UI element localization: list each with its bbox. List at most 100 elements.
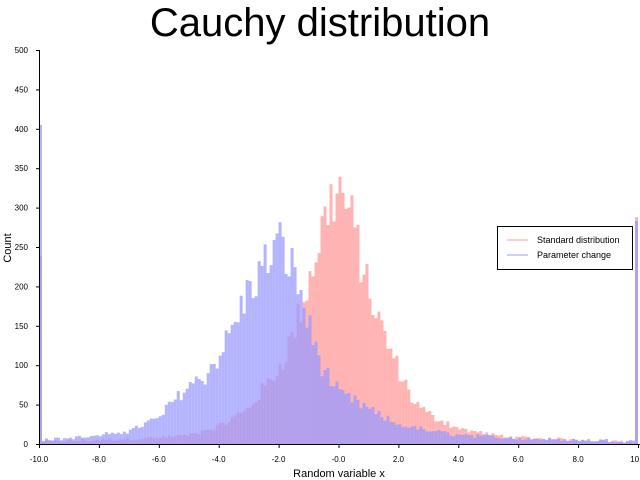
histogram-bar — [626, 440, 630, 444]
histogram-bar — [191, 383, 195, 444]
histogram-bar — [257, 261, 261, 444]
histogram-bar — [284, 274, 288, 444]
histogram-bar — [95, 435, 99, 444]
histogram-bar — [362, 274, 366, 444]
histogram-bar — [563, 439, 567, 444]
histogram-bar — [350, 195, 354, 444]
histogram-bar — [311, 345, 315, 444]
histogram-bar — [320, 376, 324, 444]
histogram-bar — [590, 441, 594, 444]
series-parameter-change — [39, 124, 638, 445]
histogram-bar — [545, 439, 549, 444]
histogram-bar — [185, 388, 189, 444]
histogram-bar — [344, 208, 348, 444]
histogram-bar — [380, 417, 384, 444]
histogram-bar — [371, 406, 375, 444]
histogram-bar — [554, 439, 558, 444]
histogram-bar — [335, 193, 339, 444]
histogram-bar — [248, 281, 252, 444]
histogram-bar — [617, 441, 621, 444]
histogram-bar — [59, 440, 63, 444]
histogram-bar — [125, 433, 129, 444]
histogram-bar — [458, 434, 462, 444]
histogram-bar — [383, 330, 387, 444]
histogram-bar — [44, 438, 48, 444]
histogram-bar — [146, 420, 150, 444]
x-ticks: -10.0 -8.0 -6.0 -4.0 -2.0 -0.0 2.0 4.0 6.0 8.0 10.… — [30, 444, 640, 464]
histogram-bar — [539, 440, 543, 444]
histogram-bar — [362, 402, 366, 444]
histogram-bar — [452, 426, 456, 444]
histogram-bar — [323, 206, 327, 444]
histogram-bar — [65, 438, 69, 444]
histogram-bar — [344, 393, 348, 444]
x-tick-label: -10.0 — [30, 455, 49, 464]
x-tick-label: -0.0 — [332, 455, 346, 464]
histogram-bar — [635, 220, 638, 444]
histogram-bar — [572, 438, 576, 444]
chart-title: Cauchy distribution — [149, 1, 491, 45]
histogram-bar — [290, 248, 294, 444]
histogram-bar — [275, 233, 279, 444]
histogram-bar — [377, 311, 381, 444]
histogram-bar — [353, 227, 357, 444]
x-tick-label: -4.0 — [212, 455, 226, 464]
histogram-bar — [224, 330, 228, 444]
histogram-bar — [371, 315, 375, 444]
histogram-bar — [347, 392, 351, 444]
histogram-bar — [152, 418, 156, 444]
histogram-bar — [149, 418, 153, 444]
x-axis-label: Random variable x — [293, 468, 385, 480]
histogram-bar — [296, 294, 300, 444]
y-tick-label: 0 — [24, 440, 29, 449]
histogram-bar — [416, 402, 420, 444]
histogram-bar — [569, 441, 573, 444]
histogram-bar — [389, 348, 393, 444]
histogram-bar — [488, 435, 492, 444]
histogram-bar — [512, 438, 516, 444]
histogram-bar — [353, 395, 357, 444]
histogram-bar — [593, 441, 597, 444]
histogram-bar — [104, 432, 108, 444]
histogram-bar — [281, 236, 285, 444]
legend-label-standard: Standard distribution — [537, 235, 620, 245]
histogram-bar — [89, 436, 93, 444]
histogram-bar — [527, 438, 531, 444]
histogram-bar — [500, 438, 504, 444]
histogram-bar — [509, 437, 513, 444]
histogram-bar — [350, 402, 354, 444]
histogram-bar — [272, 240, 276, 444]
histogram-bar — [200, 380, 204, 444]
histogram-bar — [41, 440, 45, 444]
histogram-bar — [389, 421, 393, 444]
histogram-bar — [614, 440, 618, 444]
histogram-bar — [335, 381, 339, 444]
histogram-bar — [170, 402, 174, 444]
histogram-bar — [383, 420, 387, 444]
histogram-bar — [266, 273, 270, 444]
histogram-bar — [260, 265, 264, 444]
histogram-bar — [494, 437, 498, 444]
y-ticks: 0 50 100 150 200 250 300 350 400 450 500 — [15, 46, 39, 449]
histogram-bar — [386, 348, 390, 444]
histogram-bar — [416, 429, 420, 444]
histogram-bar — [176, 391, 180, 444]
histogram-bar — [287, 276, 291, 444]
histogram-bar — [92, 435, 96, 444]
histogram-bar — [131, 427, 135, 444]
histogram-bar — [620, 442, 624, 444]
histogram-bar — [530, 439, 534, 444]
histogram-bar — [425, 411, 429, 444]
histogram-bar — [392, 422, 396, 444]
histogram-bar — [194, 376, 198, 444]
histogram-bar — [542, 439, 546, 444]
histogram-bar — [209, 364, 213, 444]
x-tick-label: 6.0 — [513, 455, 525, 464]
histogram-bar — [173, 399, 177, 444]
histogram-bar — [140, 426, 144, 444]
histogram-bar — [533, 438, 537, 444]
histogram-bar — [107, 434, 111, 444]
y-tick-label: 300 — [15, 204, 29, 213]
histogram-bar — [566, 440, 570, 444]
histogram-bar — [113, 433, 117, 444]
